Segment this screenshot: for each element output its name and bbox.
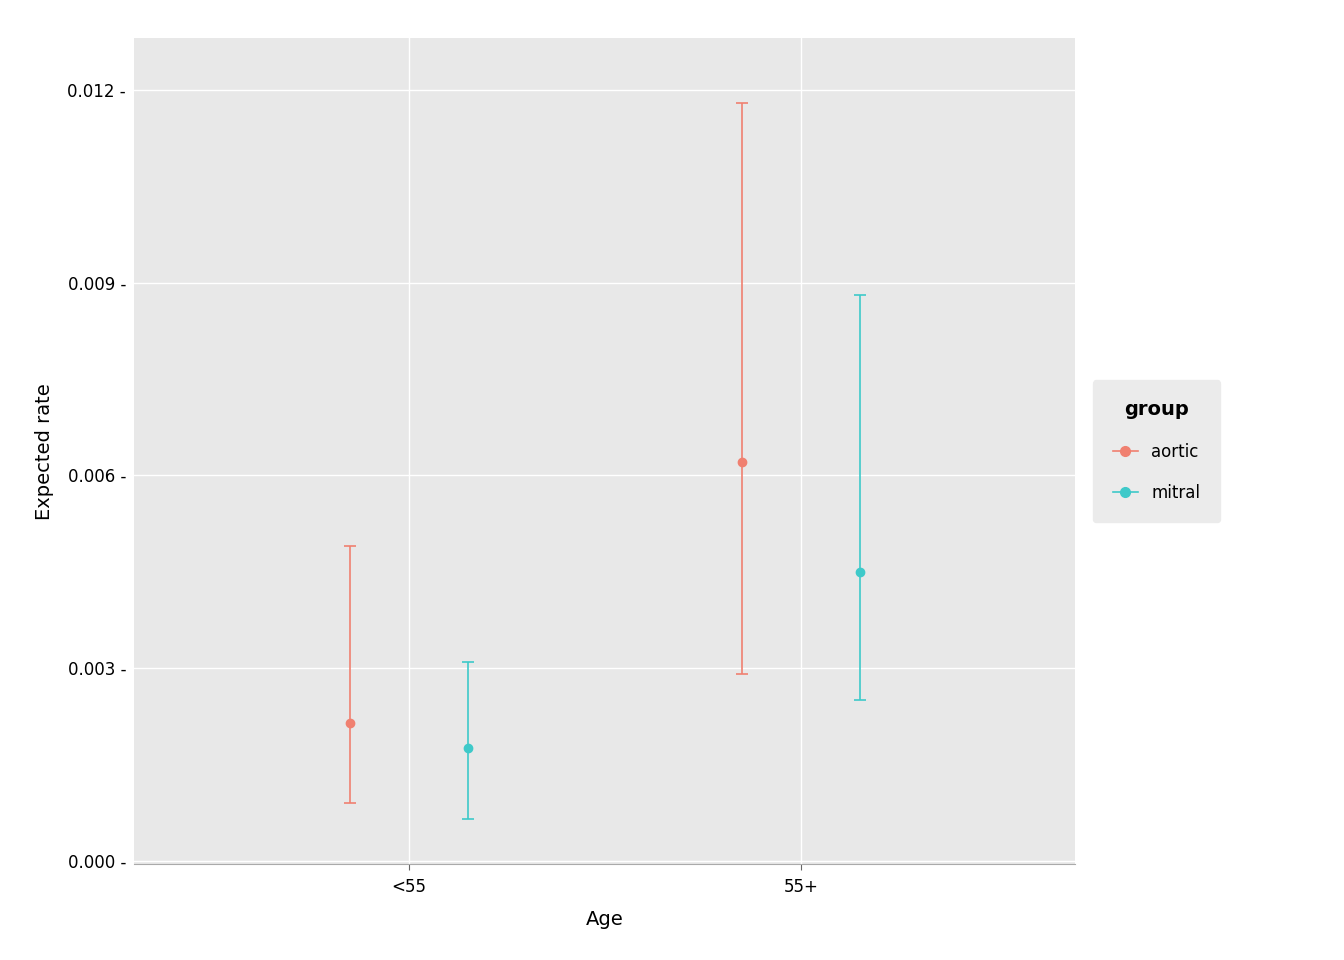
Y-axis label: Expected rate: Expected rate — [35, 383, 54, 519]
Legend: aortic, mitral: aortic, mitral — [1093, 380, 1220, 522]
X-axis label: Age: Age — [586, 910, 624, 928]
